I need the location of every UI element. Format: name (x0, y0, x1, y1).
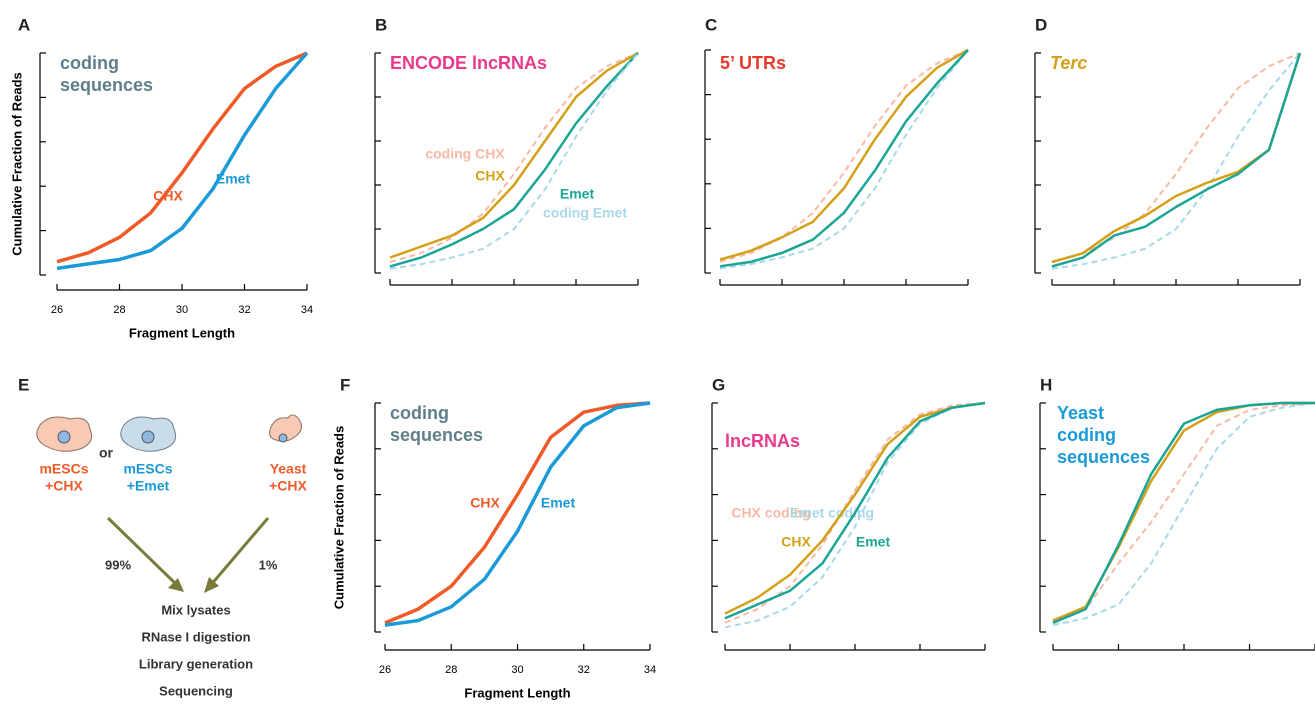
series-label: coding Emet (543, 205, 627, 221)
share-label: 1% (259, 557, 278, 572)
x-axis-label: Fragment Length (129, 325, 235, 340)
panel-letter: D (1035, 15, 1047, 34)
series-label: CHX (475, 168, 505, 184)
series-line (56, 51, 308, 264)
series-line (724, 401, 986, 620)
series-line (724, 401, 986, 615)
share-label: 99% (105, 557, 131, 572)
step-label: Library generation (139, 656, 253, 671)
series-label: Emet coding (790, 505, 874, 521)
x-tick-label: 32 (578, 664, 590, 676)
source-label: mESCs (123, 461, 172, 477)
x-tick-label: 28 (445, 664, 457, 676)
panel-letter: H (1040, 375, 1052, 394)
series-line (384, 401, 651, 627)
arrowhead (204, 577, 219, 593)
x-axis-label: Fragment Length (464, 685, 570, 700)
nucleus-icon (57, 430, 71, 444)
yeast-icon (269, 414, 302, 442)
nucleus-icon (278, 433, 288, 443)
panel: D (1034, 15, 1302, 286)
arrowhead (168, 578, 184, 592)
series-line (719, 49, 969, 268)
series-line (1051, 52, 1301, 270)
panel: A 26 28 30 32 34 Fragment Length Cumulative Fra… (9, 15, 313, 340)
series-line (1052, 401, 1315, 624)
or-label: or (99, 445, 114, 461)
panel: H (1039, 375, 1315, 651)
panel-title: coding sequences (60, 53, 154, 95)
panel-title: Terc (1050, 53, 1088, 73)
step-label: Sequencing (159, 683, 233, 698)
x-tick-label: 34 (301, 304, 313, 316)
series-line (389, 52, 639, 270)
series-line (719, 49, 969, 270)
panel-title: 5’ UTRs (720, 53, 787, 73)
source-label: mESCs (39, 461, 88, 477)
series-line (389, 52, 639, 268)
series-label: CHX (153, 188, 183, 204)
source-label: +CHX (45, 478, 83, 494)
x-tick-label: 34 (644, 664, 656, 676)
series-line (719, 49, 969, 263)
panel: F 26 28 30 32 34 Fragment Length Cumulative Fra… (331, 375, 656, 700)
series-line (724, 402, 986, 624)
panel-letter: B (375, 15, 387, 34)
panel-letter: G (712, 375, 725, 394)
source-label: +Emet (127, 478, 170, 494)
panel-title: Yeast coding sequences (1057, 403, 1151, 467)
series-label: CHX (470, 495, 500, 511)
series-label: coding CHX (425, 146, 505, 162)
panel-title: coding sequences (390, 403, 484, 445)
arrow (208, 517, 270, 587)
step-label: RNase I digestion (141, 629, 250, 644)
series-line (1051, 52, 1302, 268)
series-label: Emet (541, 495, 576, 511)
panel-letter: A (18, 15, 30, 34)
y-axis-label: Cumulative Fraction of Reads (331, 426, 346, 609)
x-tick-label: 32 (238, 304, 250, 316)
panel-title: ENCODE lncRNAs (390, 53, 548, 73)
series-line (384, 401, 651, 625)
arrow (106, 516, 180, 588)
series-line (56, 51, 309, 271)
series-label: Emet (216, 171, 251, 187)
x-tick-label: 26 (379, 664, 391, 676)
series-line (1051, 52, 1302, 264)
series-line (719, 48, 969, 261)
y-axis-label: Cumulative Fraction of Reads (9, 72, 24, 255)
panel: C (704, 15, 969, 286)
step-label: Mix lysates (161, 602, 230, 617)
series-label: Emet (560, 186, 595, 202)
panel-letter: C (705, 15, 717, 34)
series-line (389, 51, 639, 259)
x-tick-label: 30 (176, 304, 188, 316)
series-label: CHX coding (731, 505, 810, 521)
series-label: CHX (781, 534, 811, 550)
source-label: Yeast (270, 461, 307, 477)
series-line (724, 402, 986, 629)
panel-letter: E (18, 375, 29, 394)
series-line (1052, 402, 1315, 627)
x-tick-label: 28 (113, 304, 125, 316)
panel-title: lncRNAs (725, 431, 801, 451)
series-line (1051, 52, 1301, 263)
nucleus-icon (141, 430, 155, 444)
panel-letter: F (340, 375, 350, 394)
series-line (1052, 402, 1315, 624)
source-label: +CHX (269, 478, 307, 494)
series-line (389, 52, 639, 263)
x-tick-label: 26 (51, 304, 63, 316)
x-tick-label: 30 (511, 664, 523, 676)
series-label: Emet (856, 534, 891, 550)
